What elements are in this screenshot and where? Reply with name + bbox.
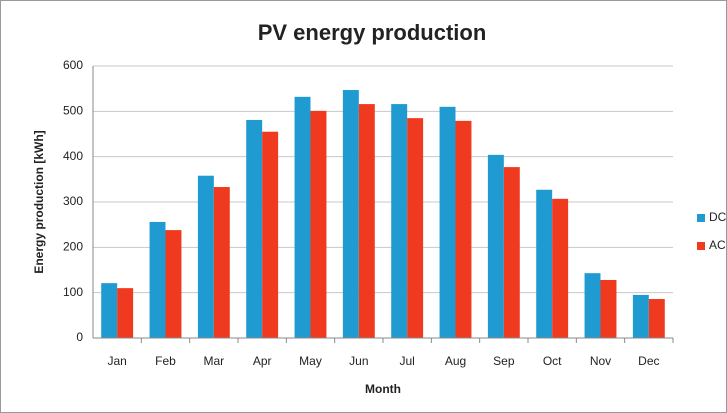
x-tick-label: Nov — [590, 354, 611, 368]
y-axis-title: Energy production [kWh] — [32, 130, 46, 273]
x-tick-label: Oct — [543, 354, 562, 368]
bar — [648, 299, 665, 338]
bar — [165, 230, 182, 338]
bar — [536, 189, 553, 338]
legend-label: DC — [709, 210, 727, 224]
y-tick-label: 200 — [63, 240, 83, 254]
x-tick-label: Dec — [638, 354, 659, 368]
bar — [213, 187, 230, 338]
bar — [246, 119, 263, 339]
y-tick-label: 400 — [63, 149, 83, 163]
bar — [584, 273, 601, 338]
y-tick-label: 100 — [63, 285, 83, 299]
y-tick-label: 500 — [63, 104, 83, 118]
x-tick-label: Mar — [203, 354, 224, 368]
x-tick-label: Sep — [493, 354, 515, 368]
legend-swatch — [697, 242, 705, 250]
y-tick-label: 600 — [63, 58, 83, 72]
bar — [117, 288, 134, 338]
x-tick-label: Aug — [445, 354, 466, 368]
chart-title: PV energy production — [258, 20, 487, 45]
bar — [310, 110, 327, 338]
bar — [632, 294, 649, 338]
legend-swatch — [697, 214, 705, 222]
x-axis-title: Month — [365, 382, 401, 396]
x-tick-label: Apr — [253, 354, 272, 368]
bar — [294, 96, 311, 339]
bar — [101, 283, 118, 338]
legend-label: AC — [709, 238, 726, 252]
bar — [503, 167, 520, 338]
x-tick-label: Jan — [107, 354, 126, 368]
bar — [455, 120, 472, 338]
bar — [407, 118, 424, 338]
bar — [391, 104, 408, 338]
bar — [197, 175, 214, 338]
bar — [487, 154, 504, 338]
x-tick-label: Feb — [155, 354, 176, 368]
bar — [358, 104, 375, 338]
bar — [149, 221, 166, 338]
bar — [439, 106, 456, 338]
y-tick-label: 300 — [63, 194, 83, 208]
bar — [342, 90, 359, 338]
x-tick-label: May — [299, 354, 322, 368]
bar — [262, 131, 279, 338]
bar — [600, 279, 617, 338]
bar — [552, 198, 569, 338]
x-tick-label: Jun — [349, 354, 368, 368]
y-tick-label: 0 — [76, 330, 83, 344]
x-tick-label: Jul — [399, 354, 414, 368]
